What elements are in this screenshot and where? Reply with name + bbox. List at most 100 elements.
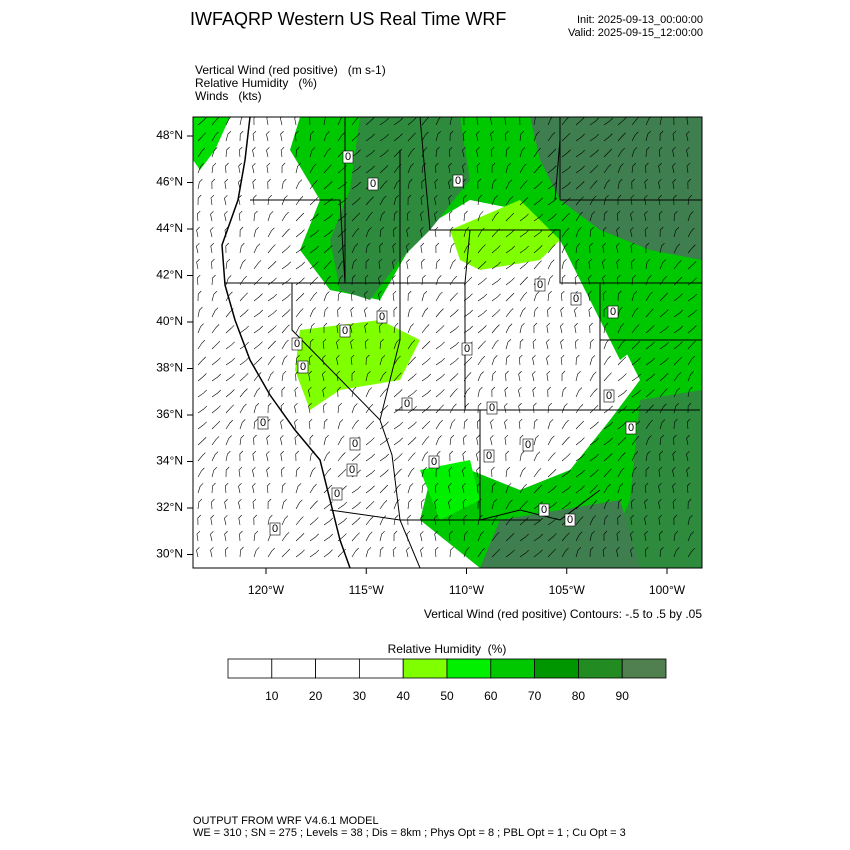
wind-barb: [519, 500, 528, 510]
wind-barb: [673, 418, 678, 430]
wind-barb: [533, 291, 540, 302]
wind-barb: [505, 292, 515, 302]
wind-barb: [379, 355, 386, 366]
wind-barb: [309, 483, 317, 494]
wind-barb: [617, 306, 623, 318]
wind-barb: [281, 293, 291, 302]
wind-barb: [434, 498, 438, 510]
wind-barb: [407, 483, 414, 494]
wind-barb: [350, 354, 355, 366]
wind-barb: [281, 339, 289, 350]
wind-barb: [309, 180, 318, 190]
wind-barb: [589, 500, 598, 510]
wind-barb: [253, 530, 259, 542]
wind-barb: [253, 194, 257, 206]
wind-barb: [686, 117, 689, 126]
wind-barb: [659, 275, 668, 286]
wind-barb: [267, 194, 273, 206]
wind-barb: [519, 549, 529, 558]
colorbar-label: 30: [353, 689, 367, 703]
wind-barb: [211, 420, 221, 430]
wind-barb: [448, 146, 453, 158]
wind-barb: [420, 514, 424, 526]
wind-barb: [225, 146, 230, 158]
wind-barb: [322, 370, 326, 382]
wind-barb: [575, 420, 585, 430]
wind-barb: [435, 404, 444, 414]
wind-barb: [239, 117, 244, 126]
wind-barb: [393, 355, 401, 366]
wind-barb: [281, 245, 291, 254]
wind-barb: [644, 194, 648, 206]
wind-barb: [463, 372, 472, 382]
wind-barb: [393, 389, 403, 398]
wind-barb: [253, 276, 263, 286]
wind-barb: [225, 131, 232, 142]
wind-barb: [267, 293, 277, 302]
wind-barb: [504, 117, 507, 126]
wind-barb: [253, 293, 263, 302]
wind-barb: [449, 325, 459, 334]
wind-barb: [491, 499, 497, 510]
wind-barb: [197, 356, 206, 366]
wind-barb: [491, 370, 497, 382]
wind-barb: [491, 293, 501, 302]
wind-barb: [225, 242, 230, 254]
wind-barb: [434, 226, 439, 238]
wind-barb: [295, 277, 305, 286]
wind-barb: [407, 290, 412, 302]
wind-barb: [547, 501, 557, 510]
wind-barb: [379, 149, 389, 158]
wind-barb: [364, 306, 368, 318]
wind-barb: [196, 210, 201, 222]
wind-barb: [351, 132, 361, 142]
lat-tick-label: 46°N: [156, 175, 183, 189]
wind-barb: [462, 450, 466, 462]
lat-tick-label: 44°N: [156, 221, 183, 235]
wind-barb: [421, 307, 429, 318]
wind-barb: [197, 437, 207, 446]
wind-barb: [659, 434, 665, 446]
wind-barb: [617, 274, 621, 286]
wind-barb: [631, 466, 637, 478]
wind-barb: [631, 147, 638, 158]
wind-barb: [337, 213, 347, 222]
wind-barb: [266, 482, 271, 494]
wind-barb: [561, 419, 569, 430]
wind-barb: [435, 117, 442, 126]
wind-barb: [574, 306, 578, 318]
wind-barb: [379, 195, 387, 206]
wind-barb: [295, 516, 304, 526]
wind-barb: [505, 229, 515, 238]
wind-barb: [266, 162, 271, 174]
wind-barb: [379, 165, 389, 174]
wind-barb: [365, 338, 369, 350]
wind-barb: [238, 498, 242, 510]
wind-barb: [532, 338, 537, 350]
wind-barb: [673, 243, 681, 254]
wind-barb: [196, 226, 200, 238]
wind-barb: [491, 386, 496, 398]
contour-label: 0: [489, 402, 495, 414]
wind-barb: [351, 517, 361, 526]
wind-barb: [267, 514, 273, 526]
wind-barb: [211, 117, 220, 126]
wind-barb: [617, 117, 627, 126]
wind-barb: [533, 260, 542, 270]
wind-barb: [449, 242, 455, 254]
wind-barb: [589, 133, 599, 142]
wind-barb: [533, 484, 543, 494]
wind-barb: [644, 226, 649, 238]
wind-barb: [645, 258, 651, 270]
wind-barb: [379, 226, 385, 238]
wind-barb: [659, 130, 664, 142]
wind-barb: [449, 373, 459, 382]
wind-barb: [267, 325, 277, 334]
wind-barb: [407, 132, 416, 142]
contour-label: 0: [352, 438, 358, 450]
wind-barb: [365, 516, 374, 526]
wind-barb: [449, 403, 457, 414]
wind-barb: [379, 500, 388, 510]
wind-barb: [266, 466, 270, 478]
colorbar-box: [446, 658, 492, 679]
